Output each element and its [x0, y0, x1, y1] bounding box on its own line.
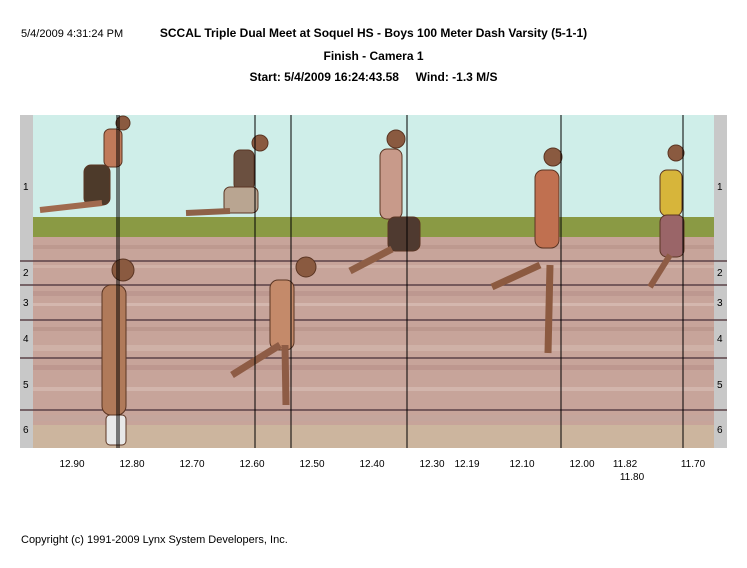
lane-2-label-left: 2	[23, 268, 29, 279]
lane-3-label-left: 3	[23, 298, 29, 309]
lane-1-label-left: 1	[23, 182, 29, 193]
lane-4-label-left: 4	[23, 334, 29, 345]
track-streaks	[33, 245, 714, 448]
time-tick: 12.00	[569, 459, 595, 470]
track-surface	[33, 237, 714, 448]
lane-1-label-right: 1	[717, 182, 723, 193]
time-tick: 11.70	[680, 459, 706, 470]
time-tick: 12.19	[454, 459, 480, 470]
start-time: Start: 5/4/2009 16:24:43.58	[249, 70, 399, 84]
runner-7	[230, 256, 317, 406]
time-tick: 12.50	[299, 459, 325, 470]
runner-figures	[39, 115, 685, 446]
camera-label: Finish - Camera 1	[323, 49, 424, 63]
copyright-notice: Copyright (c) 1991-2009 Lynx System Deve…	[21, 534, 288, 546]
time-tick: 12.40	[359, 459, 385, 470]
time-tick: 12.90	[59, 459, 85, 470]
time-tick: 12.80	[119, 459, 145, 470]
wind-reading: Wind: -1.3 M/S	[415, 70, 498, 84]
time-tick: 11.82	[612, 459, 638, 470]
timing-lines	[116, 115, 684, 448]
sky-band	[33, 115, 714, 217]
right-lane-bar	[714, 115, 727, 448]
runner-4	[490, 147, 563, 354]
time-tick: 12.60	[239, 459, 265, 470]
runner-3	[348, 129, 421, 275]
left-lane-bar	[20, 115, 33, 448]
runner-2	[185, 134, 269, 216]
runner-5	[647, 144, 685, 289]
grass-band	[33, 217, 714, 237]
lane-6-label-left: 6	[23, 425, 29, 436]
start-info: Start: 5/4/2009 16:24:43.58 Wind: -1.3 M…	[0, 70, 747, 84]
lane-6-label-right: 6	[717, 425, 723, 436]
lane-4-label-right: 4	[717, 334, 723, 345]
lane-3-label-right: 3	[717, 298, 723, 309]
timestamp: 5/4/2009 4:31:24 PM	[21, 28, 124, 40]
time-tick: 12.30	[419, 459, 445, 470]
time-tick: 12.70	[179, 459, 205, 470]
runner-6	[101, 258, 135, 446]
time-tick: 12.10	[509, 459, 535, 470]
finish-line-photo	[20, 115, 727, 448]
time-tick-extra: 11.80	[619, 472, 645, 483]
page-title: SCCAL Triple Dual Meet at Soquel HS - Bo…	[159, 26, 588, 40]
lane-2-label-right: 2	[717, 268, 723, 279]
lane-5-label-left: 5	[23, 380, 29, 391]
lane-5-label-right: 5	[717, 380, 723, 391]
